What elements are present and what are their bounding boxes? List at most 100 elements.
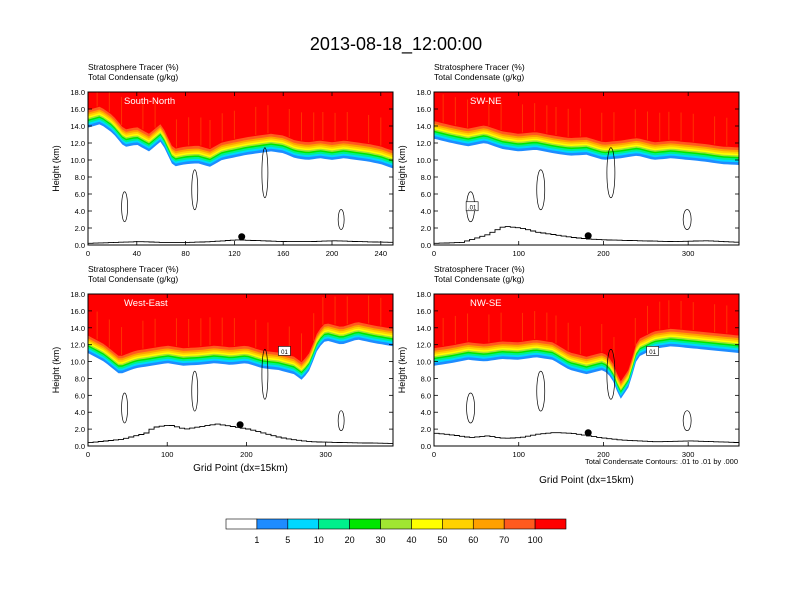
x-tick-label: 0 (86, 249, 90, 258)
plot-frame (433, 293, 740, 447)
x-tick-label: 240 (375, 249, 388, 258)
panel-subtitle-tracer: Stratosphere Tracer (%) (434, 62, 525, 72)
colorbar-swatch (287, 518, 320, 530)
colorbar-swatch (442, 518, 474, 530)
y-tick-label: 10.0 (70, 156, 85, 165)
y-tick-label: 10.0 (416, 156, 431, 165)
y-tick-label: 14.0 (70, 122, 85, 131)
terrain-profile (88, 239, 393, 244)
tracer-band-10 (88, 294, 393, 363)
x-tick-label: 300 (682, 249, 695, 258)
y-tick-label: 12.0 (70, 341, 85, 350)
panel-title: West-East (124, 298, 168, 309)
y-tick-label: 0.0 (421, 241, 431, 250)
contour-label: 01 (281, 350, 288, 356)
contour-label-box (465, 201, 479, 212)
y-tick-label: 0.0 (75, 241, 85, 250)
condensate-contour (121, 191, 128, 223)
condensate-contour (191, 169, 199, 211)
x-tick-label: 100 (512, 450, 525, 459)
panel-subtitle-condensate: Total Condensate (g/kg) (88, 274, 178, 284)
y-tick-label: 2.0 (421, 224, 431, 233)
panel-subtitle-condensate: Total Condensate (g/kg) (434, 274, 524, 284)
panel-title: South-North (124, 96, 175, 107)
x-tick-label: 100 (512, 249, 525, 258)
y-tick-label: 16.0 (416, 307, 431, 316)
x-tick-label: 160 (277, 249, 290, 258)
condensate-contour (337, 410, 345, 432)
colorbar-label: 50 (437, 535, 447, 545)
y-tick-label: 2.0 (75, 425, 85, 434)
figure-title: 2013-08-18_12:00:00 (310, 34, 482, 55)
panel-1: 0.0 2.0 4.0 6.0 8.0 10.0 12.0 14.0 16.0 18.0 0 40 80… (51, 62, 394, 258)
condensate-contour (536, 169, 546, 211)
colorbar-label: 20 (345, 535, 355, 545)
colorbar-swatch (534, 518, 567, 530)
x-axis-label: Grid Point (dx=15km) (193, 463, 288, 474)
y-tick-label: 8.0 (421, 173, 431, 182)
colorbar-label: 60 (468, 535, 478, 545)
colorbar-label: 40 (406, 535, 416, 545)
y-tick-label: 16.0 (70, 105, 85, 114)
y-tick-label: 14.0 (70, 324, 85, 333)
x-tick-label: 300 (682, 450, 695, 459)
y-tick-label: 8.0 (75, 173, 85, 182)
panel-title: NW-SE (470, 298, 502, 309)
y-tick-label: 6.0 (75, 391, 85, 400)
plot-area (434, 92, 739, 245)
contour-note: Total Condensate Contours: .01 to .01 by… (585, 457, 738, 466)
panel-subtitle-condensate: Total Condensate (g/kg) (88, 72, 178, 82)
y-tick-label: 6.0 (421, 190, 431, 199)
colorbar-label: 70 (499, 535, 509, 545)
x-tick-label: 100 (161, 450, 174, 459)
contour-label-box (278, 346, 291, 356)
y-tick-label: 10.0 (70, 358, 85, 367)
y-tick-label: 2.0 (75, 224, 85, 233)
plot-frame (433, 91, 740, 246)
tracer-band-10 (434, 92, 739, 148)
condensate-contour (261, 147, 269, 199)
panel-subtitle-tracer: Stratosphere Tracer (%) (88, 62, 179, 72)
colorbar-label: 100 (528, 535, 543, 545)
x-tick-label: 0 (432, 450, 436, 459)
x-tick-label: 0 (432, 249, 436, 258)
y-tick-label: 4.0 (75, 207, 85, 216)
x-tick-label: 120 (228, 249, 241, 258)
x-tick-label: 300 (319, 450, 332, 459)
colorbar-swatch (472, 518, 505, 530)
y-axis-label: Height (km) (51, 347, 61, 394)
y-axis-label: Height (km) (397, 347, 407, 394)
x-tick-label: 200 (326, 249, 339, 258)
y-tick-label: 2.0 (421, 425, 431, 434)
x-tick-label: 80 (181, 249, 189, 258)
y-tick-label: 4.0 (75, 408, 85, 417)
tracer-band-10 (88, 92, 393, 151)
y-tick-label: 6.0 (75, 190, 85, 199)
y-tick-label: 6.0 (421, 391, 431, 400)
panel-title: SW-NE (470, 96, 502, 107)
colorbar: 1 5 10 20 30 40 50 60 70 100 (225, 518, 567, 545)
plot-frame (87, 293, 394, 447)
y-tick-label: 8.0 (421, 374, 431, 383)
panel-subtitle-condensate: Total Condensate (g/kg) (434, 72, 524, 82)
colorbar-swatch (349, 518, 381, 530)
panel-subtitle-tracer: Stratosphere Tracer (%) (88, 264, 179, 274)
colorbar-swatch (225, 518, 258, 530)
panels: 0.0 2.0 4.0 6.0 8.0 10.0 12.0 14.0 16.0 18.0 0 40 80… (51, 62, 740, 486)
y-axis-label: Height (km) (51, 145, 61, 192)
tracer-band-10 (434, 294, 739, 382)
panel-4: 01 0.0 2.0 4.0 6.0 8.0 10.0 12.0 14.0 16.0 18.0 0 10… (397, 264, 740, 486)
contour-label: 01 (649, 350, 656, 356)
y-tick-label: 14.0 (416, 122, 431, 131)
colorbar-swatch (411, 518, 443, 530)
colorbar-swatch (318, 518, 350, 530)
colorbar-swatch (380, 518, 412, 530)
plot-area (88, 294, 393, 446)
panel-3: 01 0.0 2.0 4.0 6.0 8.0 10.0 12.0 14.0 16.0 18.0 0 10… (51, 264, 394, 474)
contour-label: .01 (468, 205, 477, 211)
x-tick-label: 200 (240, 450, 253, 459)
condensate-contour (606, 147, 616, 199)
y-tick-label: 0.0 (75, 442, 85, 451)
location-marker (584, 232, 592, 240)
